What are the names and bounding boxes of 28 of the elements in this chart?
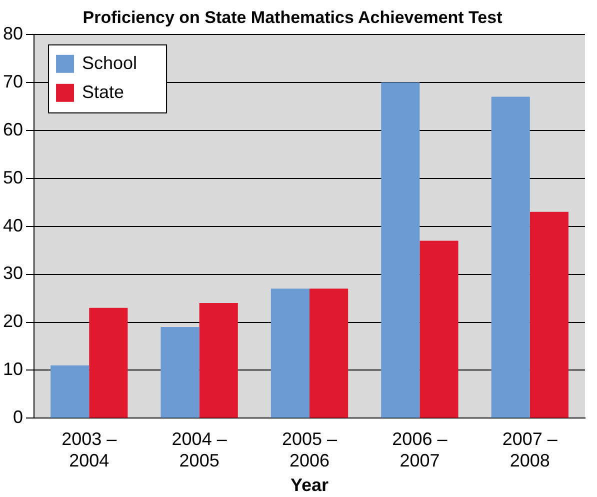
chart-title: Proficiency on State Mathematics Achievement Test	[82, 8, 503, 27]
bar	[491, 96, 530, 418]
bar	[270, 288, 310, 418]
y-tick-label: 10	[2, 359, 24, 380]
bar	[199, 303, 238, 418]
y-tick-label: 20	[2, 311, 24, 332]
legend-label: School	[82, 52, 138, 73]
x-tick-label: 2003 – 2004	[62, 428, 117, 471]
bar	[530, 212, 568, 418]
y-tick-label: 30	[2, 263, 24, 284]
x-tick-label: 2007 – 2008	[502, 428, 558, 471]
legend-label: State	[82, 82, 124, 102]
x-tick-label: 2006 – 2007	[392, 428, 448, 471]
x-tick-label: 2005 – 2006	[282, 428, 338, 471]
bar	[310, 288, 348, 418]
bar	[89, 308, 128, 418]
y-tick-label: 50	[2, 167, 24, 188]
y-tick-label: 0	[13, 407, 24, 428]
bar	[160, 327, 200, 418]
bar	[50, 365, 90, 418]
y-tick-label: 80	[2, 23, 24, 44]
bar	[420, 240, 458, 418]
y-tick-label: 70	[2, 71, 24, 92]
x-tick-label: 2004 – 2005	[172, 428, 227, 471]
y-tick-label: 40	[2, 215, 24, 236]
y-tick-label: 60	[2, 119, 24, 140]
x-axis-title: Year	[290, 475, 329, 496]
bar	[381, 82, 420, 418]
